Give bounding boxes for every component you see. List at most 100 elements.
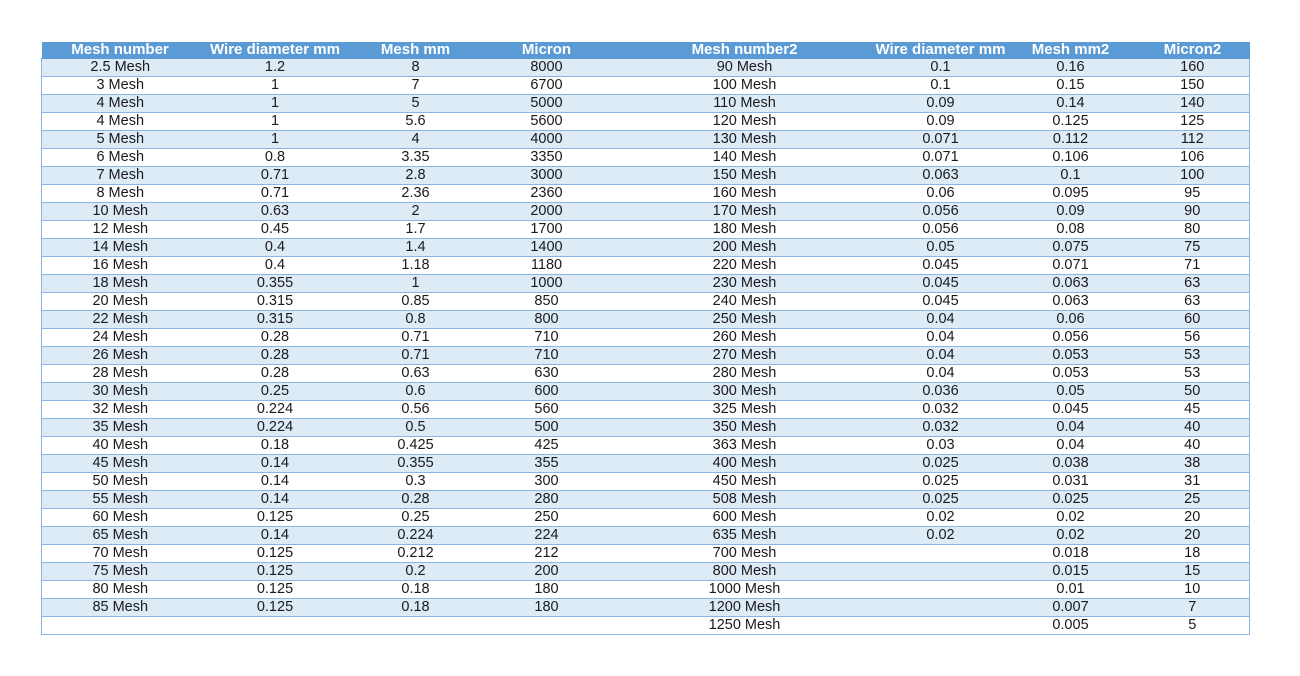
cell-micron: 800 — [479, 310, 614, 329]
cell-micron2: 150 — [1135, 76, 1250, 95]
table-row: 12 Mesh 0.45 1.7 1700 180 Mesh 0.056 0.08 80 — [41, 220, 1250, 239]
cell-wire-diameter-mm: 1 — [198, 76, 352, 95]
cell-micron — [479, 616, 614, 635]
table-row: 70 Mesh 0.125 0.212 212 700 Mesh 0.018 18 — [41, 544, 1250, 563]
cell-micron: 1400 — [479, 238, 614, 257]
table-row: 2.5 Mesh 1.2 8 8000 90 Mesh 0.1 0.16 160 — [41, 58, 1250, 77]
cell-mesh-number: 14 Mesh — [41, 238, 199, 257]
mesh-table-sheet: Mesh number Wire diameter mm Mesh mm Mic… — [41, 42, 1250, 635]
cell-micron: 630 — [479, 364, 614, 383]
cell-wire-diameter-mm2: 0.04 — [875, 364, 1006, 383]
cell-micron2: 71 — [1135, 256, 1250, 275]
cell-mesh-mm — [351, 616, 480, 635]
cell-micron: 5600 — [479, 112, 614, 131]
cell-micron: 224 — [479, 526, 614, 545]
cell-mesh-number2: 450 Mesh — [613, 472, 876, 491]
cell-mesh-mm2: 0.038 — [1005, 454, 1136, 473]
cell-mesh-number2: 1250 Mesh — [613, 616, 876, 635]
cell-mesh-number2: 170 Mesh — [613, 202, 876, 221]
header-micron2: Micron2 — [1135, 42, 1250, 59]
table-row: 7 Mesh 0.71 2.8 3000 150 Mesh 0.063 0.1 100 — [41, 166, 1250, 185]
cell-micron: 250 — [479, 508, 614, 527]
cell-mesh-mm2: 0.106 — [1005, 148, 1136, 167]
cell-mesh-mm: 0.71 — [351, 346, 480, 365]
table-row: 65 Mesh 0.14 0.224 224 635 Mesh 0.02 0.02 20 — [41, 526, 1250, 545]
cell-micron2: 40 — [1135, 436, 1250, 455]
cell-mesh-number2: 230 Mesh — [613, 274, 876, 293]
cell-micron: 850 — [479, 292, 614, 311]
cell-mesh-mm2: 0.08 — [1005, 220, 1136, 239]
cell-mesh-number2: 600 Mesh — [613, 508, 876, 527]
cell-wire-diameter-mm: 1 — [198, 112, 352, 131]
cell-mesh-mm: 0.425 — [351, 436, 480, 455]
cell-wire-diameter-mm2: 0.04 — [875, 310, 1006, 329]
cell-micron: 4000 — [479, 130, 614, 149]
cell-wire-diameter-mm: 0.125 — [198, 508, 352, 527]
cell-mesh-mm: 0.212 — [351, 544, 480, 563]
cell-mesh-mm2: 0.05 — [1005, 382, 1136, 401]
cell-micron2: 25 — [1135, 490, 1250, 509]
cell-micron: 1180 — [479, 256, 614, 275]
cell-mesh-mm: 0.28 — [351, 490, 480, 509]
cell-mesh-mm: 5 — [351, 94, 480, 113]
cell-wire-diameter-mm: 0.125 — [198, 598, 352, 617]
cell-mesh-mm2: 0.018 — [1005, 544, 1136, 563]
cell-mesh-number: 60 Mesh — [41, 508, 199, 527]
cell-mesh-mm2: 0.04 — [1005, 436, 1136, 455]
cell-mesh-number: 75 Mesh — [41, 562, 199, 581]
cell-mesh-number: 6 Mesh — [41, 148, 199, 167]
cell-mesh-mm2: 0.16 — [1005, 58, 1136, 77]
cell-mesh-number2: 140 Mesh — [613, 148, 876, 167]
cell-mesh-number: 24 Mesh — [41, 328, 199, 347]
cell-mesh-number2: 270 Mesh — [613, 346, 876, 365]
cell-mesh-mm: 0.85 — [351, 292, 480, 311]
cell-wire-diameter-mm2: 0.032 — [875, 400, 1006, 419]
cell-mesh-mm: 0.63 — [351, 364, 480, 383]
table-row: 75 Mesh 0.125 0.2 200 800 Mesh 0.015 15 — [41, 562, 1250, 581]
cell-wire-diameter-mm: 0.125 — [198, 544, 352, 563]
cell-micron2: 45 — [1135, 400, 1250, 419]
cell-mesh-mm: 8 — [351, 58, 480, 77]
cell-mesh-mm2: 0.06 — [1005, 310, 1136, 329]
cell-wire-diameter-mm — [198, 616, 352, 635]
cell-wire-diameter-mm2: 0.056 — [875, 220, 1006, 239]
cell-mesh-number: 5 Mesh — [41, 130, 199, 149]
table-row: 16 Mesh 0.4 1.18 1180 220 Mesh 0.045 0.071 71 — [41, 256, 1250, 275]
header-mesh-mm: Mesh mm — [351, 42, 480, 59]
cell-mesh-number: 50 Mesh — [41, 472, 199, 491]
cell-mesh-number2: 120 Mesh — [613, 112, 876, 131]
header-mesh-mm2: Mesh mm2 — [1005, 42, 1136, 59]
cell-wire-diameter-mm2: 0.03 — [875, 436, 1006, 455]
cell-mesh-number: 2.5 Mesh — [41, 58, 199, 77]
cell-micron2: 50 — [1135, 382, 1250, 401]
cell-mesh-number: 3 Mesh — [41, 76, 199, 95]
cell-mesh-number: 20 Mesh — [41, 292, 199, 311]
cell-wire-diameter-mm2 — [875, 598, 1006, 617]
cell-micron2: 10 — [1135, 580, 1250, 599]
cell-micron2: 18 — [1135, 544, 1250, 563]
cell-mesh-mm: 1.4 — [351, 238, 480, 257]
cell-micron2: 140 — [1135, 94, 1250, 113]
cell-wire-diameter-mm: 0.125 — [198, 580, 352, 599]
header-row: Mesh number Wire diameter mm Mesh mm Mic… — [41, 42, 1250, 59]
cell-mesh-number: 80 Mesh — [41, 580, 199, 599]
cell-mesh-mm2: 0.005 — [1005, 616, 1136, 635]
cell-mesh-number: 85 Mesh — [41, 598, 199, 617]
cell-wire-diameter-mm2: 0.05 — [875, 238, 1006, 257]
cell-wire-diameter-mm2: 0.06 — [875, 184, 1006, 203]
cell-micron2: 53 — [1135, 364, 1250, 383]
cell-wire-diameter-mm: 0.14 — [198, 526, 352, 545]
cell-wire-diameter-mm2: 0.045 — [875, 292, 1006, 311]
cell-micron2: 95 — [1135, 184, 1250, 203]
cell-mesh-number: 8 Mesh — [41, 184, 199, 203]
cell-mesh-number: 32 Mesh — [41, 400, 199, 419]
cell-wire-diameter-mm2: 0.045 — [875, 256, 1006, 275]
cell-micron2: 7 — [1135, 598, 1250, 617]
cell-micron: 180 — [479, 598, 614, 617]
cell-mesh-number: 55 Mesh — [41, 490, 199, 509]
cell-wire-diameter-mm: 0.14 — [198, 490, 352, 509]
table-row: 28 Mesh 0.28 0.63 630 280 Mesh 0.04 0.053 53 — [41, 364, 1250, 383]
cell-wire-diameter-mm: 0.18 — [198, 436, 352, 455]
cell-wire-diameter-mm: 0.63 — [198, 202, 352, 221]
cell-mesh-number: 12 Mesh — [41, 220, 199, 239]
